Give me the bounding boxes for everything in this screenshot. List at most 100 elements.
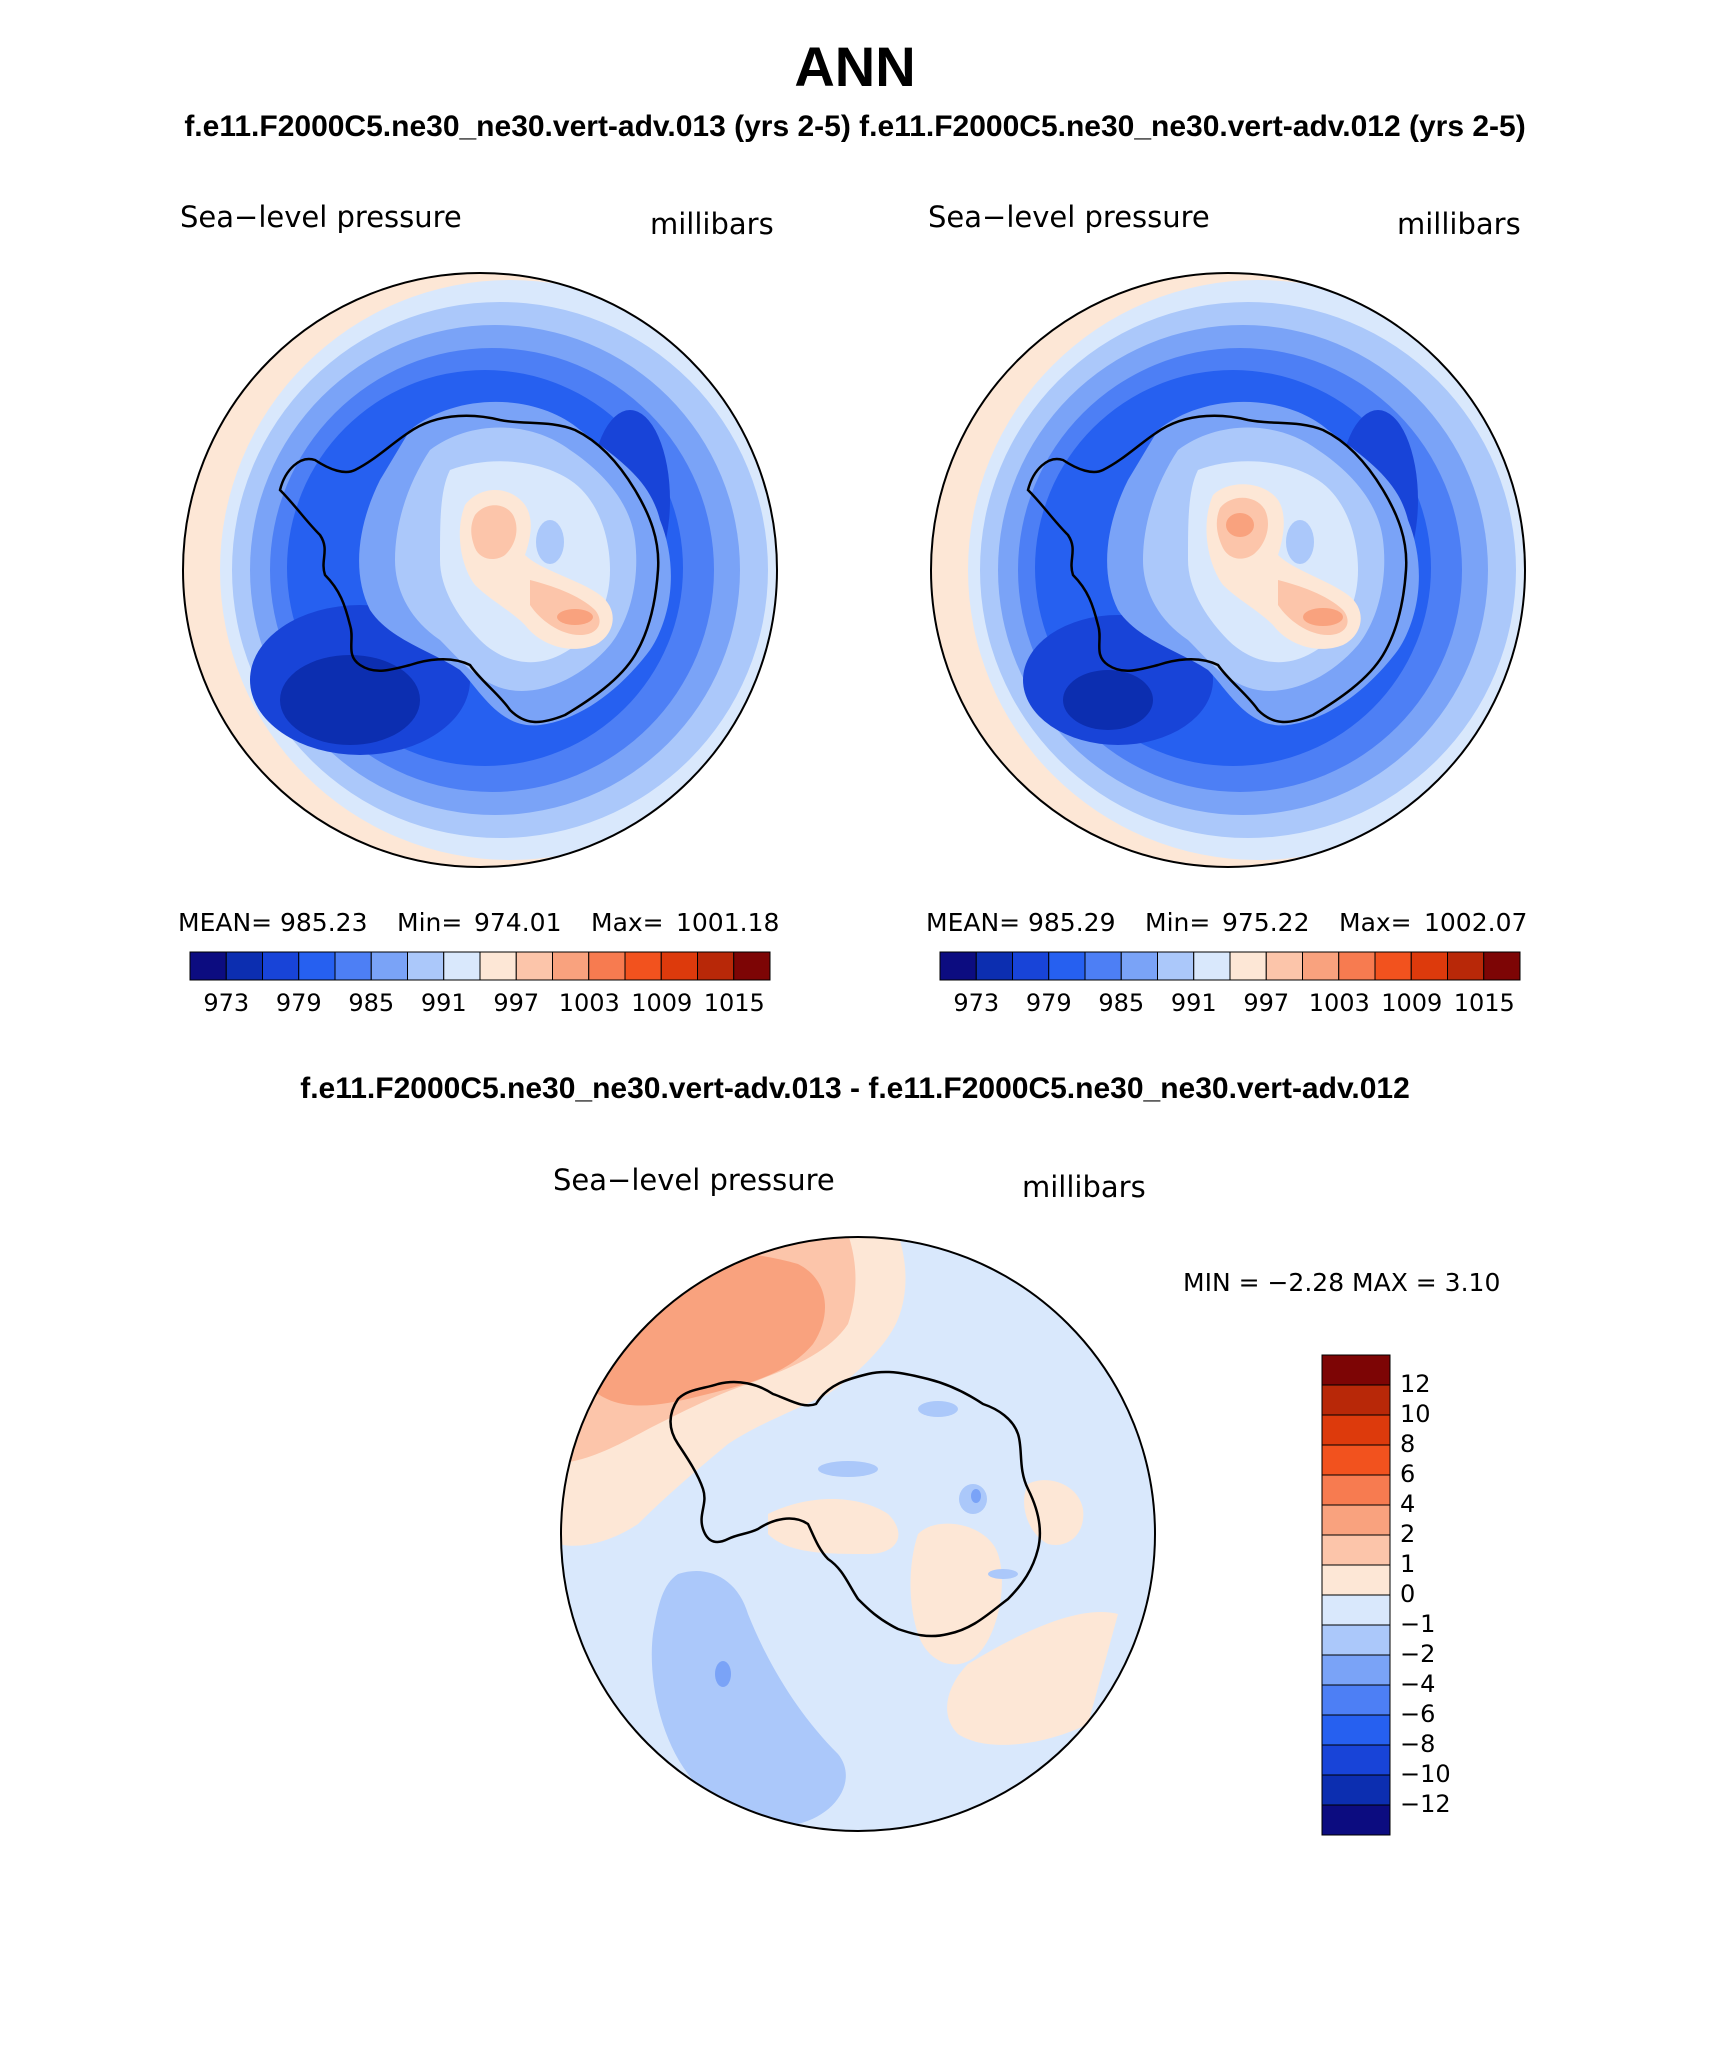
map-border — [560, 1236, 1156, 1832]
difference-colorbar — [1321, 1354, 1391, 1836]
panel2-units-label: millibars — [1397, 207, 1521, 241]
colorbar-tick-label: 973 — [953, 989, 1000, 1017]
panel1-max-value: 1001.18 — [676, 908, 780, 937]
colorbar-swatch — [334, 951, 372, 981]
panel1-units-label: millibars — [650, 207, 774, 241]
colorbar-tick-label: 991 — [1170, 989, 1217, 1017]
high-pressure-core — [1303, 608, 1343, 626]
low-pressure-core — [280, 655, 420, 745]
colorbar-swatch — [1265, 951, 1303, 981]
colorbar-swatch — [624, 951, 662, 981]
colorbar-tick-label: 1003 — [558, 989, 620, 1017]
panel2-min-label: Min= — [1145, 908, 1211, 937]
colorbar-swatch — [189, 951, 227, 981]
coastline — [278, 414, 660, 724]
low-pressure-pocket — [1286, 520, 1314, 564]
diff-variable-label: Sea−level pressure — [553, 1163, 835, 1197]
colorbar-tick-label: 4 — [1400, 1490, 1416, 1518]
colorbar-tick-label: 997 — [493, 989, 540, 1017]
case-titles: f.e11.F2000C5.ne30_ne30.vert-adv.013 (yr… — [184, 110, 1526, 143]
colorbar-tick-label: 12 — [1400, 1370, 1431, 1398]
negative-anomaly-pocket — [918, 1401, 958, 1417]
colorbar-swatch — [1483, 951, 1521, 981]
colorbar-swatch — [733, 951, 771, 981]
colorbar-swatch — [1321, 1504, 1391, 1536]
colorbar-swatch — [1321, 1624, 1391, 1656]
colorbar-tick-label: 1015 — [703, 989, 765, 1017]
colorbar-swatch — [262, 951, 300, 981]
colorbar-tick-label: 10 — [1400, 1400, 1431, 1428]
panel1-variable-label: Sea−level pressure — [180, 200, 462, 234]
panel2-min-value: 975.22 — [1222, 908, 1310, 937]
colorbar-tick-label: −1 — [1400, 1610, 1436, 1638]
panel1-polar-map — [182, 272, 778, 868]
coastline — [1026, 414, 1408, 724]
colorbar-swatch — [407, 951, 445, 981]
colorbar-swatch — [1321, 1564, 1391, 1596]
colorbar-swatch — [660, 951, 698, 981]
colorbar-swatch — [1321, 1474, 1391, 1506]
colorbar-swatch — [1084, 951, 1122, 981]
colorbar-swatch — [1338, 951, 1376, 981]
panel1-max-label: Max= — [591, 908, 664, 937]
high-pressure-core — [1226, 513, 1254, 537]
colorbar-tick-label: −6 — [1400, 1700, 1436, 1728]
colorbar-tick-label: 1003 — [1308, 989, 1370, 1017]
difference-title: f.e11.F2000C5.ne30_ne30.vert-adv.013 - f… — [300, 1072, 1410, 1105]
colorbar-tick-label: 1009 — [631, 989, 693, 1017]
negative-anomaly-pocket — [988, 1569, 1018, 1579]
colorbar-swatch — [1302, 951, 1340, 981]
colorbar-tick-label: 1015 — [1453, 989, 1515, 1017]
positive-anomaly-region — [768, 1499, 899, 1554]
colorbar-tick-label: −4 — [1400, 1670, 1436, 1698]
panel1-min-value: 974.01 — [474, 908, 562, 937]
colorbar-tick-label: 2 — [1400, 1520, 1416, 1548]
low-pressure-core — [1063, 670, 1153, 730]
colorbar-swatch — [1321, 1384, 1391, 1416]
colorbar-tick-label: 973 — [203, 989, 250, 1017]
colorbar-swatch — [479, 951, 517, 981]
colorbar-swatch — [1321, 1534, 1391, 1566]
colorbar-swatch — [1321, 1594, 1391, 1626]
negative-anomaly-pocket — [715, 1661, 731, 1687]
colorbar-tick-label: 985 — [348, 989, 395, 1017]
panel2-polar-map — [930, 272, 1526, 868]
difference-polar-map — [560, 1236, 1156, 1832]
colorbar-swatch — [1321, 1414, 1391, 1446]
negative-anomaly-pocket — [818, 1461, 878, 1477]
colorbar-tick-label: 985 — [1098, 989, 1145, 1017]
colorbar-swatch — [298, 951, 336, 981]
colorbar-swatch — [1193, 951, 1231, 981]
colorbar-tick-label: 1009 — [1381, 989, 1443, 1017]
coastline — [669, 1370, 1042, 1638]
main-title: ANN — [794, 35, 916, 98]
colorbar-tick-label: 8 — [1400, 1430, 1416, 1458]
diff-minmax-text: MIN = −2.28 MAX = 3.10 — [1183, 1268, 1501, 1297]
colorbar-tick-label: −8 — [1400, 1730, 1436, 1758]
colorbar-swatch — [939, 951, 977, 981]
colorbar-tick-label: 979 — [275, 989, 322, 1017]
colorbar-swatch — [1321, 1444, 1391, 1476]
colorbar-swatch — [225, 951, 263, 981]
high-pressure-contour — [471, 505, 600, 635]
colorbar-tick-label: −12 — [1400, 1790, 1451, 1818]
colorbar-swatch — [1229, 951, 1267, 981]
panel2-variable-label: Sea−level pressure — [928, 200, 1210, 234]
colorbar-swatch — [1321, 1774, 1391, 1806]
colorbar-tick-label: 0 — [1400, 1580, 1416, 1608]
colorbar-swatch — [1321, 1684, 1391, 1716]
panel2-colorbar — [939, 951, 1521, 981]
map-border — [182, 272, 778, 868]
map-border — [930, 272, 1526, 868]
colorbar-swatch — [370, 951, 408, 981]
panel1-mean-value: 985.23 — [280, 908, 368, 937]
colorbar-tick-label: 1 — [1400, 1550, 1416, 1578]
colorbar-tick-label: −10 — [1400, 1760, 1451, 1788]
colorbar-tick-label: 979 — [1025, 989, 1072, 1017]
colorbar-swatch — [1120, 951, 1158, 981]
panel2-mean-label: MEAN= — [926, 908, 1021, 937]
low-pressure-pocket — [536, 520, 564, 564]
panel1-min-label: Min= — [397, 908, 463, 937]
colorbar-swatch — [443, 951, 481, 981]
colorbar-swatch — [588, 951, 626, 981]
